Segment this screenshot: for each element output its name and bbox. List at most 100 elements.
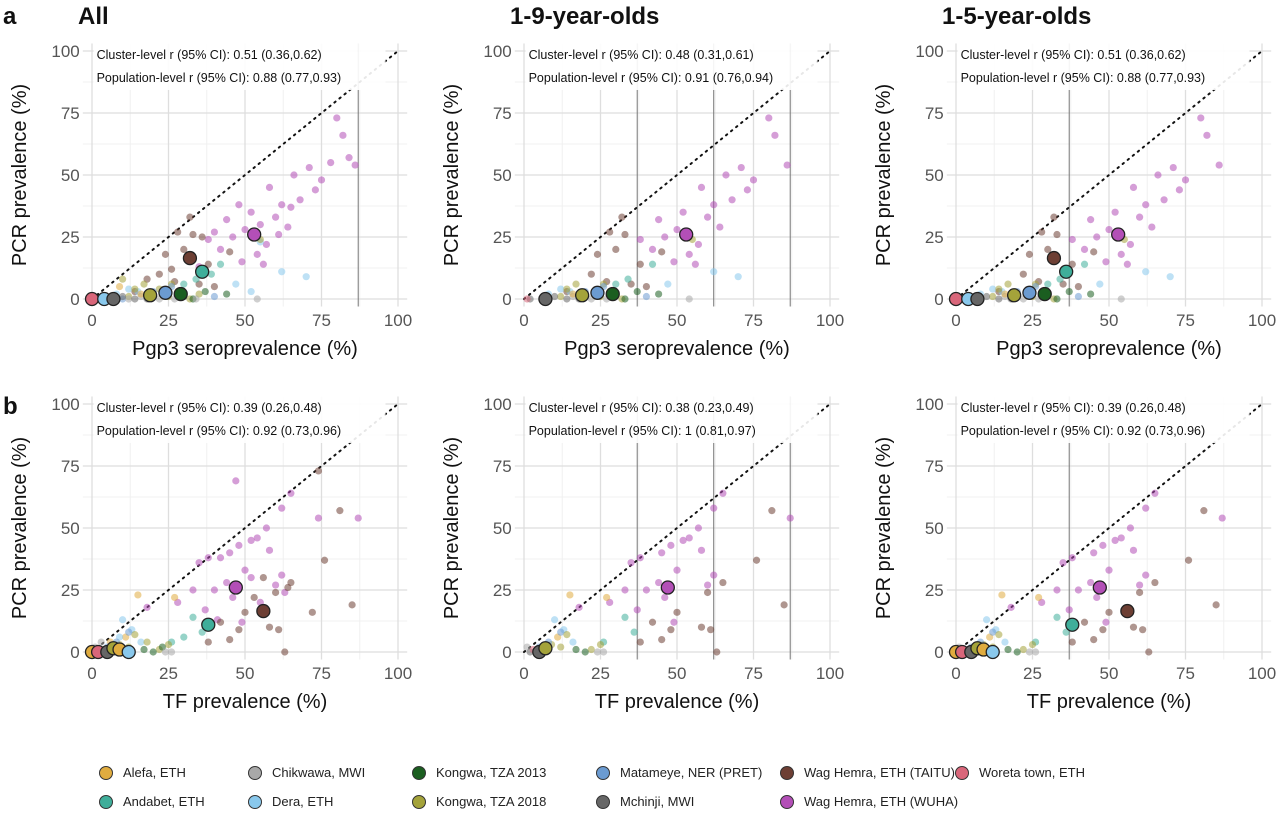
cluster-point <box>131 631 139 639</box>
cluster-point <box>697 183 706 191</box>
x-tick-label: 50 <box>236 664 255 683</box>
cluster-point <box>247 536 255 545</box>
cluster-point <box>339 131 347 139</box>
cluster-point <box>627 559 635 567</box>
cluster-point <box>238 258 246 266</box>
cluster-point <box>679 208 687 216</box>
cluster-point <box>250 593 258 602</box>
x-tick-label: 75 <box>744 311 763 330</box>
cluster-point <box>1169 163 1177 172</box>
x-tick-label: 75 <box>1176 311 1195 330</box>
cluster-point <box>1053 586 1061 594</box>
population-point <box>1006 288 1022 303</box>
cluster-point <box>275 626 283 634</box>
cluster-point <box>707 626 715 634</box>
cluster-point <box>241 225 249 234</box>
cluster-point <box>642 283 651 291</box>
cluster-point <box>697 623 706 631</box>
cluster-point <box>256 221 264 229</box>
population-point <box>1046 250 1062 266</box>
x-tick-label: 50 <box>1100 664 1119 683</box>
cluster-point <box>983 292 991 301</box>
cluster-point <box>278 571 286 579</box>
y-tick-label: 50 <box>493 166 512 185</box>
y-tick-label: 50 <box>925 519 944 538</box>
cluster-point <box>1175 186 1183 194</box>
cluster-point <box>97 638 105 646</box>
cluster-point <box>210 228 218 236</box>
cluster-point <box>265 623 274 631</box>
cluster-point <box>989 628 997 636</box>
cluster-point <box>1090 549 1098 557</box>
y-axis-title: PCR prevalence (%) <box>441 84 463 266</box>
cluster-point <box>1151 489 1159 497</box>
y-tick-label: 0 <box>934 290 943 309</box>
y-axis-title: PCR prevalence (%) <box>9 437 31 619</box>
population-point <box>948 291 964 307</box>
population-point <box>106 291 121 307</box>
cluster-point <box>1087 290 1095 298</box>
cluster-point <box>780 601 788 609</box>
cluster-point <box>131 295 139 303</box>
cluster-point <box>204 638 212 646</box>
y-tick-label: 100 <box>483 42 511 61</box>
y-tick-label: 75 <box>925 457 944 476</box>
cluster-point <box>523 295 531 303</box>
cluster-point <box>241 608 249 616</box>
cluster-point <box>1099 541 1107 549</box>
cluster-point <box>1148 223 1156 231</box>
cluster-point <box>694 240 703 249</box>
cluster-point <box>658 636 666 644</box>
cluster-point <box>1059 559 1067 567</box>
annotation-text: Population-level r (95% CI): 0.92 (0.73,… <box>97 424 342 438</box>
annotation-box <box>93 395 386 443</box>
cluster-point <box>621 613 629 621</box>
cluster-point <box>648 260 657 268</box>
cluster-point <box>253 295 261 303</box>
x-tick-label: 0 <box>519 311 528 330</box>
cluster-point <box>557 285 565 293</box>
x-tick-label: 50 <box>668 311 687 330</box>
cluster-point <box>229 593 237 602</box>
cluster-point <box>655 290 663 298</box>
cluster-point <box>1031 648 1040 656</box>
cluster-point <box>1123 260 1131 268</box>
identity-line <box>91 50 399 300</box>
cluster-point <box>167 648 176 656</box>
cluster-point <box>320 556 329 564</box>
cluster-point <box>278 504 286 512</box>
cluster-point <box>719 489 727 497</box>
cluster-point <box>143 603 151 611</box>
cluster-point <box>216 554 225 562</box>
cluster-point <box>189 586 197 594</box>
cluster-point <box>272 213 280 221</box>
cluster-point <box>278 268 286 276</box>
y-tick-label: 50 <box>61 519 80 538</box>
cluster-point <box>161 648 170 656</box>
cluster-point <box>253 250 261 258</box>
annotation-text: Population-level r (95% CI): 0.91 (0.76,… <box>529 71 774 85</box>
cluster-point <box>551 292 559 301</box>
population-point <box>173 286 188 302</box>
cluster-point <box>572 280 580 288</box>
cluster-point <box>247 574 255 582</box>
cluster-point <box>265 183 274 191</box>
cluster-point <box>673 225 681 234</box>
cluster-point <box>1142 571 1150 579</box>
cluster-point <box>314 514 323 522</box>
y-tick-label: 75 <box>61 104 80 123</box>
cluster-point <box>281 648 289 656</box>
cluster-point <box>198 233 206 241</box>
cluster-point <box>716 223 724 231</box>
cluster-point <box>287 489 295 497</box>
x-tick-label: 100 <box>816 664 844 683</box>
cluster-point <box>167 265 176 273</box>
x-tick-label: 50 <box>1100 311 1119 330</box>
x-tick-label: 25 <box>591 664 610 683</box>
population-point <box>1065 617 1080 632</box>
cluster-point <box>253 534 261 542</box>
cluster-point <box>262 240 271 249</box>
cluster-point <box>1200 507 1208 515</box>
y-tick-label: 100 <box>51 42 79 61</box>
cluster-point <box>345 154 353 162</box>
